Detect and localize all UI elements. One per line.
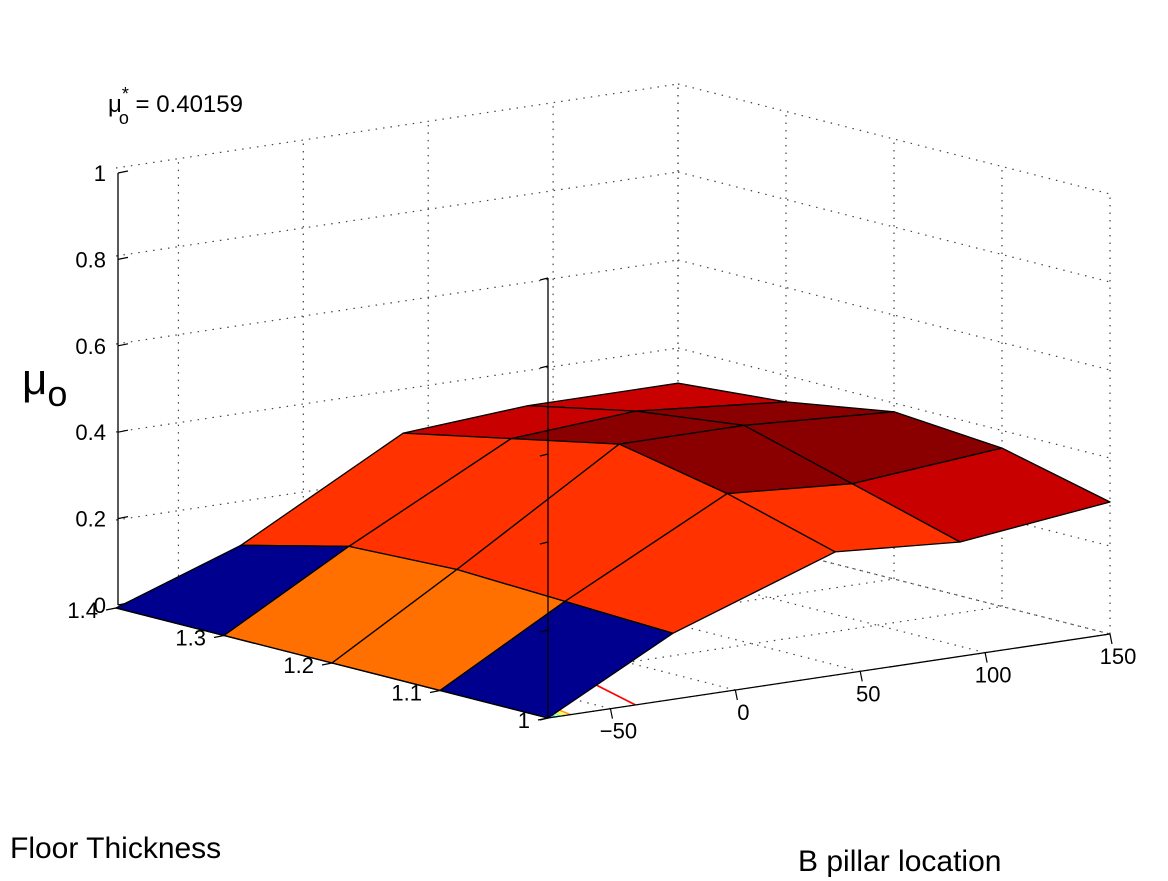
annotation-subscript: o [119, 108, 129, 128]
z-axis-tick [117, 256, 129, 260]
x-axis-tick [537, 717, 549, 721]
x-axis-label: Floor Thickness [10, 832, 221, 865]
z-axis-tick [117, 516, 129, 520]
z-tick-label: 0.4 [75, 420, 106, 445]
x-tick-label: 1.3 [175, 626, 206, 651]
y-tick-label: 0 [737, 700, 749, 725]
grid-line-x-floor [439, 605, 1003, 692]
y-axis-label: B pillar location [798, 845, 1001, 878]
axes: 0 0.2 0.4 0.6 0.8 1 1 1.1 1.2 1.3 1.4 −50 0 50 100 150 [67, 161, 1136, 744]
z-tick [539, 541, 549, 545]
z-tick [539, 277, 549, 281]
z-axis-symbol: μ [22, 355, 47, 404]
y-axis-tick [984, 652, 988, 663]
x-tick-label: 1.4 [67, 598, 98, 623]
z-axis-tick [117, 343, 129, 347]
surface-plot [115, 382, 1111, 719]
grid-line-z-back [115, 347, 679, 433]
z-tick [539, 365, 549, 369]
grid-line-z-back [115, 83, 679, 169]
z-tick-label: 1 [94, 161, 106, 186]
z-axis-tick [117, 170, 129, 174]
annotation-value: = 0.40159 [129, 91, 243, 118]
annotation: μ* o = 0.40159 [108, 84, 243, 128]
grid-line-z-back [115, 171, 679, 257]
x-axis-tick [105, 607, 117, 611]
x-axis-tick [321, 662, 333, 666]
x-axis-tick [429, 689, 441, 694]
x-tick-label: 1.2 [283, 653, 314, 678]
z-tick-label: 0.8 [75, 247, 106, 272]
z-tick-label: 0.2 [75, 507, 106, 532]
x-tick-label: 1.1 [391, 681, 422, 706]
y-axis-line [547, 633, 1111, 719]
y-tick-label: 150 [1100, 644, 1137, 669]
y-tick-label: −50 [600, 719, 637, 744]
z-tick-label: 0.6 [75, 334, 106, 359]
y-axis-tick [859, 671, 863, 682]
z-axis-subscript: o [47, 373, 67, 414]
x-tick-label: 1 [518, 708, 530, 733]
y-tick-label: 100 [975, 663, 1012, 688]
z-tick [539, 453, 549, 457]
y-axis-tick [609, 708, 614, 719]
y-axis-tick [734, 689, 738, 701]
grid-line-z-side [677, 83, 1111, 195]
annotation-symbol: μ [108, 91, 122, 118]
y-tick-label: 50 [856, 681, 880, 706]
y-axis-tick [1109, 633, 1113, 645]
z-axis-tick [117, 602, 129, 606]
grid-line-x-floor [331, 578, 895, 664]
z-axis-tick [117, 429, 129, 433]
annotation-superscript: * [122, 84, 129, 104]
z-axis-label: μo [22, 355, 67, 414]
grid-line-z-back [115, 259, 679, 345]
x-axis-tick [213, 634, 225, 639]
z-tick-label: 0 [94, 593, 106, 618]
z-tick [539, 629, 549, 633]
